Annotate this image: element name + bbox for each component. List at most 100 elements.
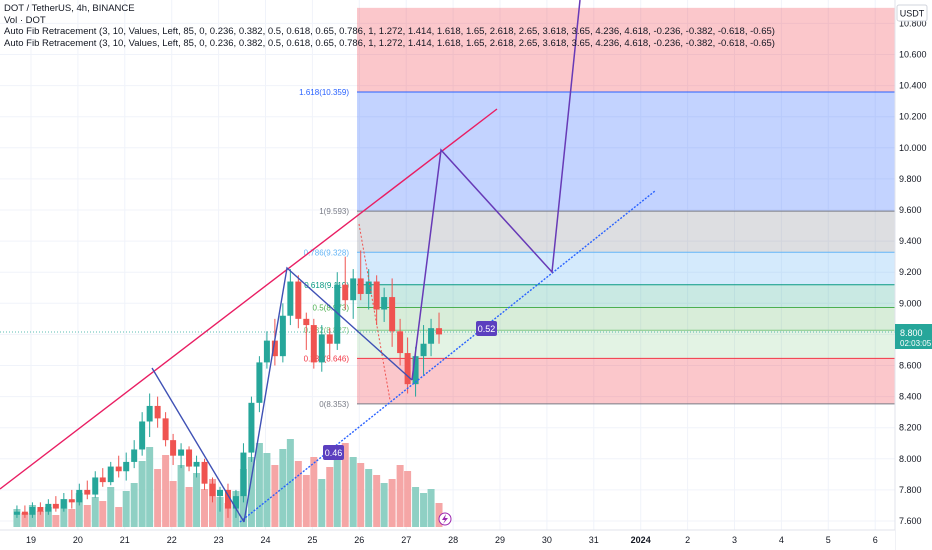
candle-body[interactable] xyxy=(52,503,59,509)
candle-body[interactable] xyxy=(21,511,28,515)
candle-body[interactable] xyxy=(334,284,341,344)
price-tick-label: 8.400 xyxy=(899,392,922,402)
time-tick-label: 21 xyxy=(120,535,130,545)
candle-body[interactable] xyxy=(224,489,231,509)
volume-bar xyxy=(115,507,123,527)
wave-up-down-line[interactable] xyxy=(243,266,413,523)
time-tick-label: 31 xyxy=(589,535,599,545)
candle-body[interactable] xyxy=(436,328,443,335)
candle-body[interactable] xyxy=(13,511,20,515)
price-tick-label: 7.800 xyxy=(899,485,922,495)
candle-body[interactable] xyxy=(60,499,67,509)
chart-grid xyxy=(0,0,895,530)
candle-body[interactable] xyxy=(186,449,193,467)
price-tick-label: 7.600 xyxy=(899,516,922,526)
candle-body[interactable] xyxy=(76,489,83,503)
price-tick-label: 9.800 xyxy=(899,174,922,184)
volume-bar xyxy=(201,489,209,527)
candle-body[interactable] xyxy=(232,496,239,509)
candle-body[interactable] xyxy=(295,281,302,319)
price-axis[interactable]: 10.800 10.600 10.400 10.200 10.000 9.800 9.600… xyxy=(894,0,932,550)
fib-zone xyxy=(357,7,895,92)
candle-body[interactable] xyxy=(217,489,224,497)
volume-bar xyxy=(255,443,263,527)
fib-zones xyxy=(357,7,895,404)
candle-body[interactable] xyxy=(373,281,380,310)
candle-body[interactable] xyxy=(389,297,396,332)
volume-bar xyxy=(99,501,107,527)
projection-path[interactable] xyxy=(411,0,581,381)
candle-body[interactable] xyxy=(357,278,364,294)
candle-body[interactable] xyxy=(279,315,286,357)
time-axis[interactable]: 19 20 21 22 23 24 25 26 27 28 29 30 31 2024 2 3 4 5 6 xyxy=(0,529,895,550)
volume-indicator-label[interactable]: Vol · DOT xyxy=(4,14,46,26)
channel-upper-line[interactable] xyxy=(0,108,498,490)
wave-down-line[interactable] xyxy=(151,367,245,523)
candle-body[interactable] xyxy=(99,477,106,483)
volume-bar xyxy=(193,473,201,527)
time-tick-label: 2 xyxy=(685,535,690,545)
candle-body[interactable] xyxy=(115,466,122,472)
candle-body[interactable] xyxy=(201,461,208,484)
candle-body[interactable] xyxy=(397,331,404,354)
candle-body[interactable] xyxy=(248,402,255,453)
candle-body[interactable] xyxy=(154,405,161,419)
candle-body[interactable] xyxy=(146,405,153,422)
candle-body[interactable] xyxy=(45,503,52,512)
volume-bar xyxy=(216,497,224,527)
candle-body[interactable] xyxy=(310,325,317,363)
volume-bar xyxy=(294,461,302,527)
candle-body[interactable] xyxy=(139,421,146,450)
candle-body[interactable] xyxy=(350,278,357,301)
candle-body[interactable] xyxy=(162,418,169,441)
volume-bar xyxy=(146,447,154,527)
marker-046[interactable]: 0.46 xyxy=(323,445,344,460)
volume-bar xyxy=(177,465,185,527)
marker-052[interactable]: 0.52 xyxy=(476,321,497,336)
candle-body[interactable] xyxy=(209,483,216,497)
candle-body[interactable] xyxy=(326,334,333,344)
candle-body[interactable] xyxy=(84,489,91,495)
candle-body[interactable] xyxy=(123,461,130,472)
candle-body[interactable] xyxy=(263,340,270,363)
candle-body[interactable] xyxy=(256,362,263,403)
symbol-title[interactable]: DOT / TetherUS, 4h, BINANCE xyxy=(4,3,135,14)
candle-body[interactable] xyxy=(303,318,310,326)
svg-text:02:03:05: 02:03:05 xyxy=(900,339,932,348)
price-tick-label: 10.200 xyxy=(899,112,927,122)
fib-indicator-label-1[interactable]: Auto Fib Retracement (3, 10, Values, Lef… xyxy=(4,26,775,38)
candle-body[interactable] xyxy=(92,477,99,495)
candle-body[interactable] xyxy=(170,440,177,456)
time-tick-label: 20 xyxy=(73,535,83,545)
candle-body[interactable] xyxy=(29,507,36,515)
candle-body[interactable] xyxy=(287,281,294,316)
channel-lower-line[interactable] xyxy=(239,190,656,523)
chart-legend: DOT / TetherUS, 4h, BINANCE Vol · DOT Au… xyxy=(4,3,775,49)
candle-body[interactable] xyxy=(412,356,419,385)
volume-bar xyxy=(380,483,388,527)
candle-body[interactable] xyxy=(404,353,411,385)
candle-body[interactable] xyxy=(365,281,372,294)
candles[interactable] xyxy=(13,250,443,518)
candle-body[interactable] xyxy=(178,449,185,456)
lightning-icon[interactable] xyxy=(438,512,452,526)
volume-bar xyxy=(138,461,146,527)
candle-body[interactable] xyxy=(131,449,138,462)
fib-indicator-label-2[interactable]: Auto Fib Retracement (3, 10, Values, Lef… xyxy=(4,37,775,49)
drawings[interactable] xyxy=(0,0,656,523)
candle-body[interactable] xyxy=(107,466,114,483)
candle-body[interactable] xyxy=(318,334,325,363)
candle-body[interactable] xyxy=(68,499,75,503)
candle-body[interactable] xyxy=(381,297,388,310)
candle-body[interactable] xyxy=(240,452,247,497)
candle-body[interactable] xyxy=(428,328,435,344)
candle-body[interactable] xyxy=(271,340,278,357)
currency-badge[interactable]: USDT xyxy=(896,4,928,22)
candle-body[interactable] xyxy=(193,461,200,467)
volume-bar xyxy=(427,489,435,527)
candle-body[interactable] xyxy=(420,343,427,357)
candle-body[interactable] xyxy=(37,507,44,512)
candle-body[interactable] xyxy=(342,284,349,301)
fib-level-label: 0.618(9.119) xyxy=(304,281,349,290)
